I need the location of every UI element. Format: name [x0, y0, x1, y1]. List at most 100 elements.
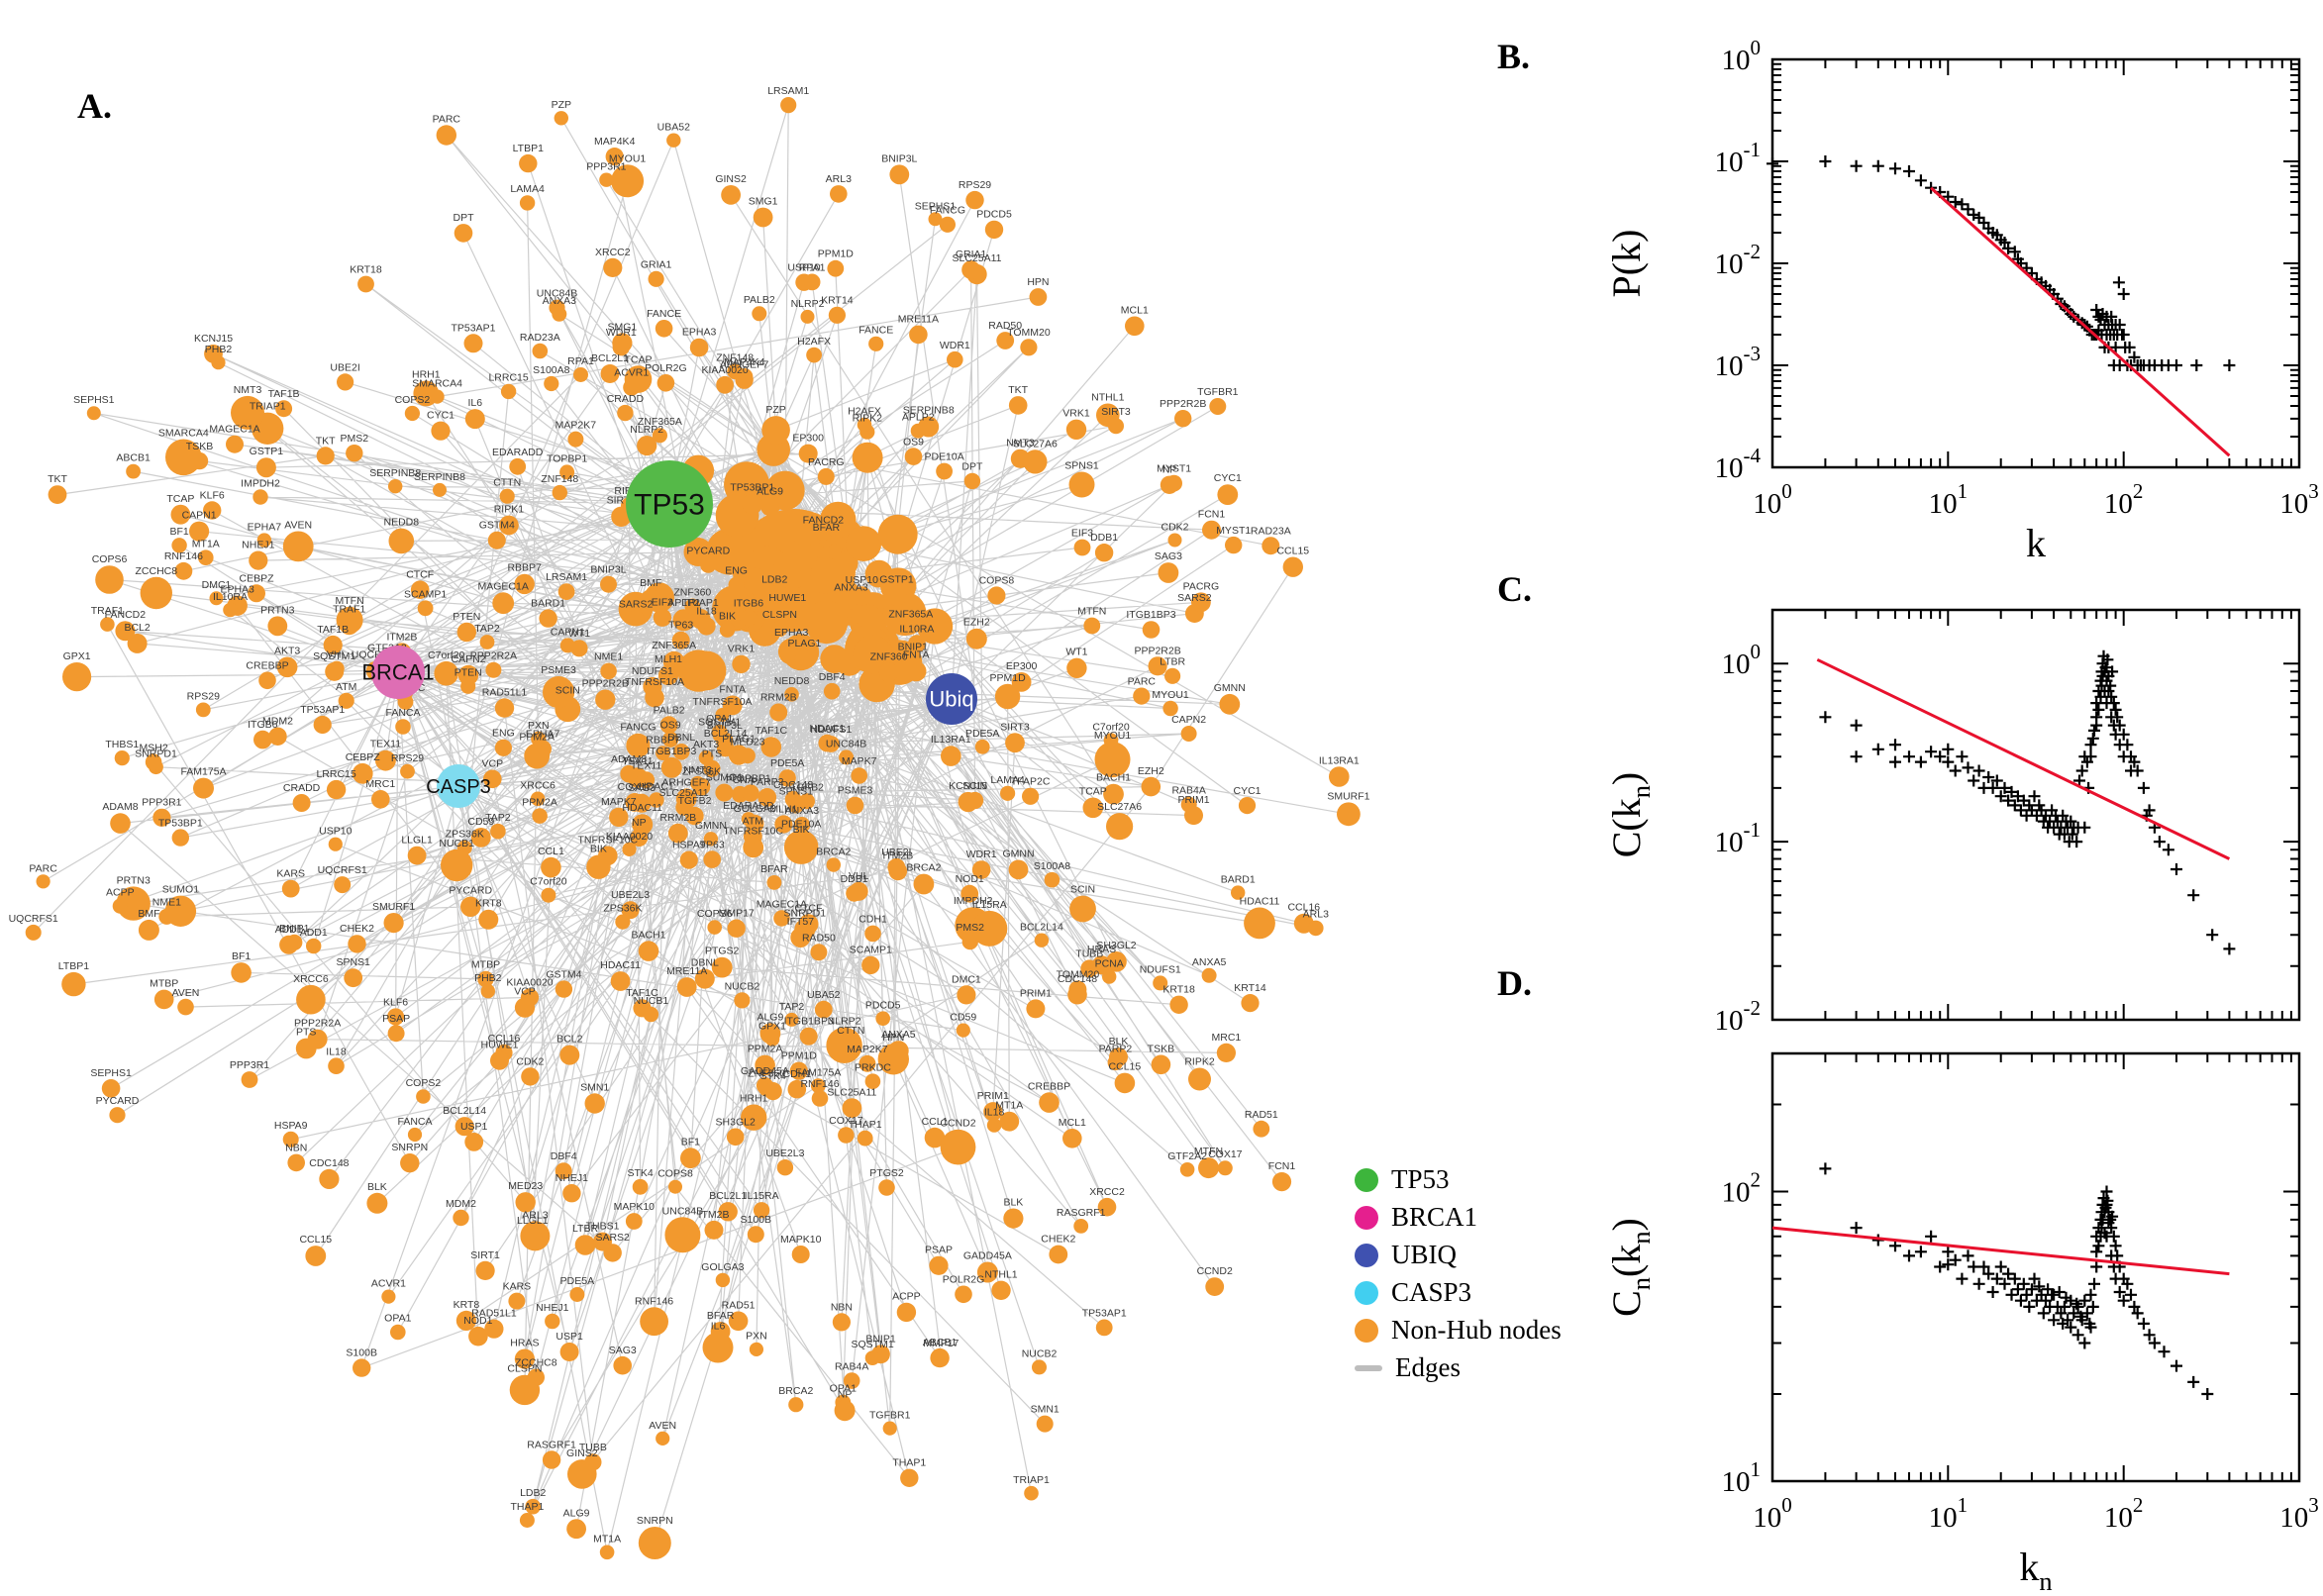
network-node: [177, 998, 194, 1016]
gene-label: SIRT3: [1101, 406, 1131, 418]
network-node: [453, 1209, 469, 1227]
tick-label: 100: [1722, 640, 1762, 680]
ubiq-node-icon: [1355, 1243, 1378, 1267]
gene-label: USP1: [556, 1331, 583, 1343]
network-node: [961, 260, 980, 279]
network-node: [706, 528, 754, 575]
gene-label: BNIP1: [898, 641, 929, 652]
gene-label: ANXA5: [881, 1029, 916, 1041]
network-node: [940, 1129, 976, 1165]
network-node: [621, 901, 640, 920]
network-node: [857, 1130, 873, 1147]
network-node: [1082, 797, 1104, 819]
network-node: [387, 1025, 405, 1043]
network-node: [555, 1162, 572, 1180]
network-node: [559, 1045, 580, 1065]
gene-label: GMNN: [1002, 848, 1034, 860]
network-node: [803, 273, 821, 291]
network-node: [1003, 1208, 1024, 1229]
gene-label: KARS: [276, 868, 305, 880]
gene-label: CEBPZ: [346, 751, 381, 763]
network-graph: ARHGEF7NMT3ZPS36KSLC25A11TGFB2PTSSUMO1IT…: [9, 85, 1370, 1560]
network-node: [694, 968, 715, 989]
network-node: [861, 955, 880, 975]
gene-label: SIRT1: [470, 1249, 500, 1261]
gene-label: NMT3: [1006, 438, 1035, 449]
gene-label: PSME3: [541, 664, 576, 676]
network-node: [499, 488, 515, 504]
gene-label: THAP1: [892, 1457, 926, 1469]
gene-label: SARS2: [1177, 592, 1212, 604]
gene-label: TP53AP1: [300, 704, 345, 716]
network-node: [1198, 1157, 1219, 1179]
gene-label: TOMM20: [1057, 968, 1100, 980]
gene-label: VCP: [482, 758, 504, 770]
gene-label: WT1: [568, 628, 590, 640]
network-node: [742, 784, 759, 802]
scatter-points: [1819, 649, 2236, 955]
network-node: [255, 457, 276, 478]
gene-label: TCAP: [166, 493, 194, 505]
network-node: [625, 1213, 643, 1230]
network-node: [1241, 994, 1260, 1013]
network-node: [1032, 1359, 1047, 1375]
network-node: [617, 404, 634, 422]
network-node: [753, 1202, 770, 1219]
network-node: [851, 767, 867, 784]
network-node: [726, 1128, 745, 1147]
gene-label: THBS1: [105, 739, 139, 750]
network-node: [417, 600, 434, 617]
gene-label: PCNA: [1095, 957, 1124, 969]
network-node: [924, 1127, 946, 1148]
gene-label: SMURF1: [372, 901, 415, 913]
gene-label: ZPS36K: [446, 829, 484, 841]
network-node: [1262, 537, 1280, 555]
gene-label: TAP2: [474, 623, 500, 635]
network-node: [624, 365, 653, 393]
gene-label: ZPS36K: [682, 766, 721, 778]
network-node: [1069, 895, 1096, 923]
network-node: [753, 207, 773, 228]
network-node: [1308, 920, 1324, 937]
gene-label: EP300: [792, 433, 824, 445]
network-node: [573, 367, 588, 382]
gene-label: CCL16: [1287, 902, 1320, 914]
gene-label: HRAS: [510, 1338, 539, 1349]
network-node: [1034, 933, 1050, 948]
network-node: [810, 944, 828, 961]
network-node: [804, 600, 849, 645]
gene-label: ITM2B: [699, 1209, 730, 1221]
network-node: [357, 275, 374, 293]
gene-label: TGFBR1: [869, 1410, 911, 1422]
network-node: [692, 777, 711, 796]
gene-label: TGFBR1: [1197, 386, 1239, 398]
gene-label: SQSTM1: [313, 650, 355, 662]
gene-label: GOLGA3: [734, 803, 776, 815]
network-node: [328, 1057, 345, 1074]
network-node: [248, 584, 265, 603]
network-node: [842, 1098, 862, 1118]
network-node: [152, 808, 171, 827]
gene-label: UBE2L3: [765, 1147, 804, 1159]
network-node: [766, 875, 782, 890]
gene-label: HPN: [882, 1032, 904, 1044]
gene-label: KLF6: [383, 996, 408, 1008]
gene-label: CREBBP: [246, 660, 288, 672]
network-node: [455, 1310, 476, 1331]
network-node: [672, 744, 690, 760]
gene-label: ZNF148: [541, 473, 578, 485]
network-node: [387, 1008, 405, 1026]
network-node: [1148, 656, 1167, 676]
network-node: [798, 444, 818, 463]
gene-label: COX17: [618, 781, 653, 793]
legend-item-casp3: CASP3: [1355, 1279, 1562, 1306]
network-node: [1095, 1319, 1113, 1337]
network-node: [1125, 316, 1145, 337]
gene-label: TAF1C: [626, 987, 658, 999]
gene-label: TOPBP1: [730, 772, 770, 784]
gene-label: OPA1: [384, 1313, 411, 1325]
network-node: [256, 533, 272, 548]
gene-label: PDCD5: [976, 209, 1012, 221]
network-node: [961, 934, 978, 950]
network-node: [375, 749, 396, 771]
